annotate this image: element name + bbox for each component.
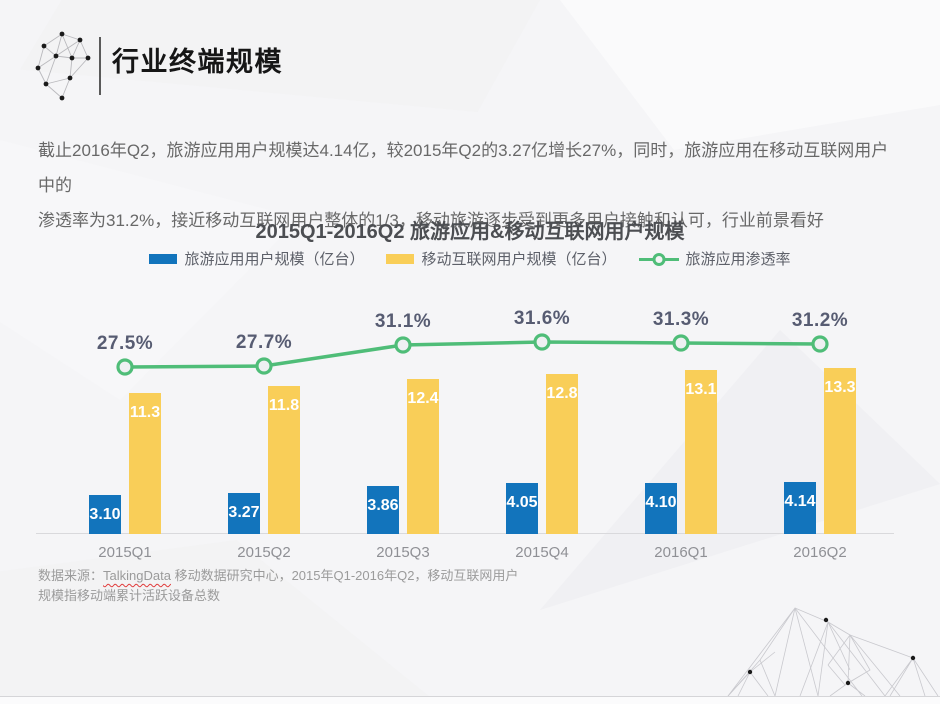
percent-label: 27.7% [235, 332, 293, 353]
bar-value-label: 4.10 [645, 494, 677, 511]
bar-travel-app-users: 4.10 [645, 483, 677, 534]
bar-value-label: 12.8 [546, 385, 578, 402]
source-prefix: 数据来源： [38, 568, 104, 583]
intro-line-1: 截止2016年Q2，旅游应用用户规模达4.14亿，较2015年Q2的3.27亿增… [38, 141, 889, 195]
percent-label: 27.5% [96, 333, 154, 354]
bar-travel-app-users: 3.10 [89, 495, 121, 534]
bar-mobile-internet-users: 13.3 [824, 368, 856, 534]
bar-travel-app-users: 4.05 [506, 483, 538, 534]
x-axis-baseline [36, 533, 894, 534]
legend-item: 旅游应用用户规模（亿台） [149, 248, 364, 269]
network-logo-icon [35, 31, 91, 101]
legend-bar-swatch [386, 253, 415, 264]
legend-label: 移动互联网用户规模（亿台） [421, 251, 617, 268]
bar-value-label: 11.8 [268, 397, 300, 414]
bar-value-label: 13.3 [824, 379, 856, 396]
percent-label: 31.6% [513, 308, 571, 329]
bar-mobile-internet-users: 12.8 [546, 374, 578, 534]
category-label: 2015Q4 [515, 544, 569, 561]
bar-mobile-internet-users: 11.8 [268, 386, 300, 534]
legend-label: 旅游应用渗透率 [685, 251, 791, 268]
category-label: 2015Q2 [237, 544, 291, 561]
bar-value-label: 3.27 [228, 504, 260, 521]
category-label: 2016Q2 [793, 544, 847, 561]
percent-label: 31.3% [652, 309, 710, 330]
percent-label: 31.1% [374, 311, 432, 332]
bar-mobile-internet-users: 13.1 [685, 370, 717, 534]
wireframe-mountains-icon [727, 607, 939, 696]
legend-label: 旅游应用用户规模（亿台） [184, 251, 365, 268]
source-brand: TalkingData [103, 568, 171, 583]
bar-value-label: 4.14 [784, 493, 816, 510]
source-suffix: 移动数据研究中心，2015年Q1-2016年Q2，移动互联网用户 [170, 568, 519, 583]
legend-item: 移动互联网用户规模（亿台） [386, 248, 617, 269]
data-source-line-1: 数据来源：TalkingData 移动数据研究中心，2015年Q1-2016年Q… [38, 566, 518, 586]
legend-line-swatch [638, 252, 679, 266]
intro-paragraph: 截止2016年Q2，旅游应用用户规模达4.14亿，较2015年Q2的3.27亿增… [38, 133, 898, 238]
bar-mobile-internet-users: 12.4 [407, 379, 439, 534]
chart-legend: 旅游应用用户规模（亿台） 移动互联网用户规模（亿台） 旅游应用渗透率 [0, 248, 940, 269]
bar-travel-app-users: 4.14 [784, 482, 816, 534]
category-label: 2015Q3 [376, 544, 430, 561]
bar-value-label: 13.1 [685, 381, 717, 398]
intro-line-2: 渗透率为31.2%，接近移动互联网用户整体的1/3，移动旅游逐步受到更多用户接触… [38, 211, 824, 230]
bar-mobile-internet-users: 11.3 [129, 393, 161, 534]
data-source-note: 数据来源：TalkingData 移动数据研究中心，2015年Q1-2016年Q… [38, 566, 518, 606]
header-divider [99, 37, 101, 95]
legend-bar-swatch [149, 253, 178, 264]
chart-title: 2015Q1-2016Q2 旅游应用&移动互联网用户规模 [255, 221, 685, 243]
data-source-line-2: 规模指移动端累计活跃设备总数 [38, 588, 221, 603]
bar-value-label: 12.4 [407, 390, 439, 407]
legend-item: 旅游应用渗透率 [638, 248, 791, 269]
bar-travel-app-users: 3.86 [367, 486, 399, 534]
bottom-border [0, 696, 940, 697]
bar-value-label: 3.10 [89, 506, 121, 523]
percent-label: 31.2% [791, 310, 849, 331]
page-title: 行业终端规模 [112, 47, 283, 77]
category-label: 2016Q1 [654, 544, 708, 561]
bar-value-label: 3.86 [367, 497, 399, 514]
bar-value-label: 11.3 [129, 404, 161, 421]
bottom-strip [0, 697, 940, 704]
bar-travel-app-users: 3.27 [228, 493, 260, 534]
bar-value-label: 4.05 [506, 494, 538, 511]
category-label: 2015Q1 [98, 544, 152, 561]
